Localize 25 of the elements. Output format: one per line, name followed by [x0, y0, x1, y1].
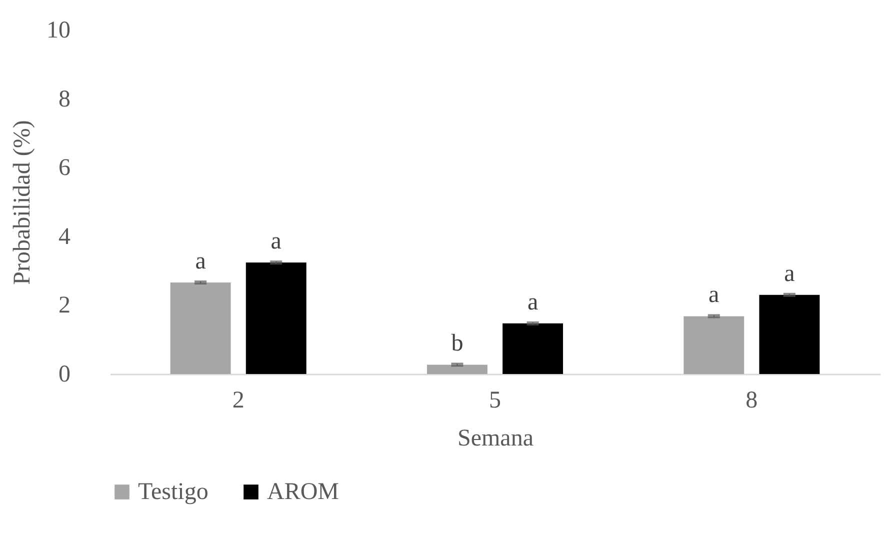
legend-label: Testigo: [138, 479, 208, 505]
bar: [684, 316, 744, 374]
legend-label: AROM: [267, 479, 340, 505]
bar: [759, 294, 820, 374]
data-label: a: [527, 289, 538, 316]
data-label: a: [270, 228, 282, 255]
bar: [246, 262, 306, 374]
x-tick-label: 5: [489, 388, 501, 414]
data-label: a: [784, 260, 796, 287]
y-tick-label: 6: [58, 155, 70, 182]
data-label: a: [708, 282, 720, 308]
bar: [170, 282, 231, 374]
x-tick-label: 2: [232, 388, 244, 414]
y-tick-label: 10: [46, 18, 70, 44]
data-label: b: [451, 330, 464, 357]
y-tick-label: 4: [58, 224, 70, 250]
bar: [502, 323, 564, 374]
x-tick-label: 8: [746, 388, 758, 414]
y-tick-label: 2: [58, 292, 70, 319]
y-axis-title: Probabilidad (%): [10, 120, 36, 285]
data-label: a: [195, 248, 206, 274]
x-axis-title: Semana: [458, 426, 534, 452]
bar: [426, 364, 488, 374]
y-tick-label: 8: [58, 86, 70, 112]
y-tick-label: 0: [58, 362, 70, 388]
